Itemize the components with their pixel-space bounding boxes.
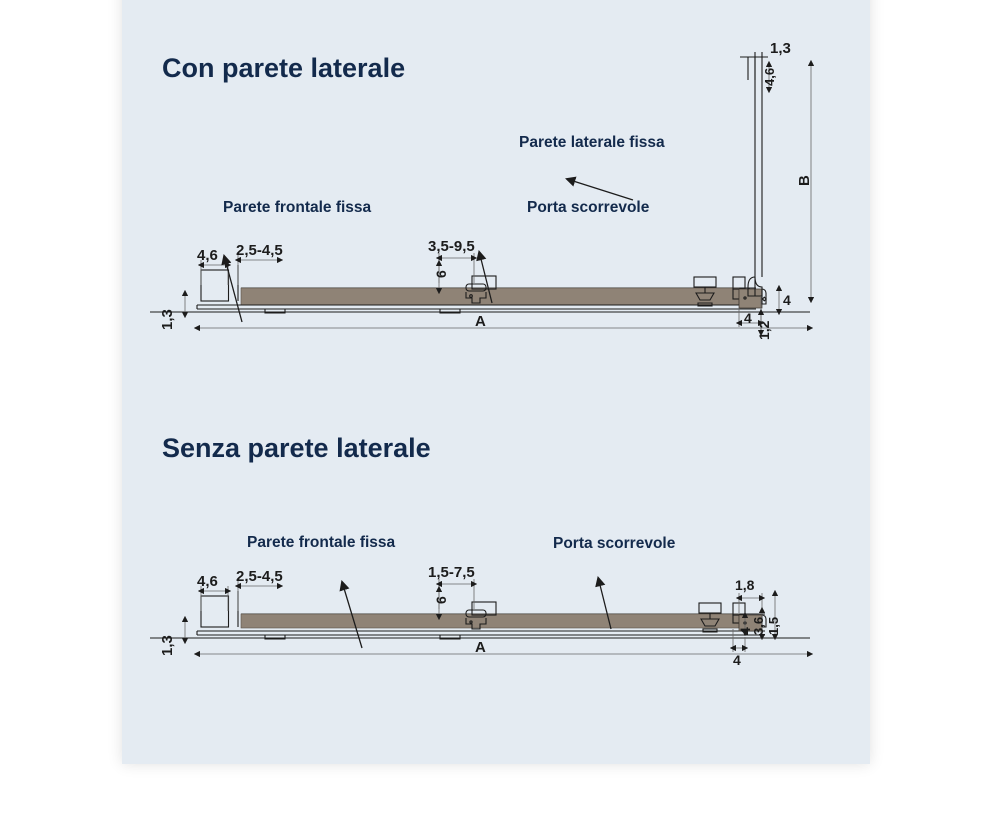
svg-text:2,5-4,5: 2,5-4,5	[236, 568, 283, 585]
svg-text:3,6: 3,6	[751, 617, 766, 635]
svg-text:6: 6	[433, 596, 449, 604]
svg-text:1,2: 1,2	[756, 320, 772, 340]
svg-text:4: 4	[783, 292, 791, 308]
svg-text:2,5-4,5: 2,5-4,5	[236, 242, 283, 259]
svg-text:B: B	[796, 175, 813, 186]
svg-text:1,5-7,5: 1,5-7,5	[428, 564, 475, 581]
svg-text:1,3: 1,3	[770, 40, 791, 57]
svg-text:1,3: 1,3	[159, 635, 176, 656]
svg-text:4,6: 4,6	[762, 68, 777, 86]
svg-text:1,5: 1,5	[766, 617, 781, 635]
svg-text:A: A	[475, 313, 486, 330]
svg-text:A: A	[475, 639, 486, 656]
svg-text:4: 4	[744, 310, 752, 326]
svg-text:4,6: 4,6	[197, 247, 218, 264]
svg-text:1,8: 1,8	[735, 577, 755, 593]
svg-text:4,6: 4,6	[197, 573, 218, 590]
svg-text:6: 6	[433, 270, 449, 278]
svg-text:4: 4	[733, 652, 741, 668]
svg-text:3,5-9,5: 3,5-9,5	[428, 238, 475, 255]
svg-text:1,3: 1,3	[159, 309, 176, 330]
